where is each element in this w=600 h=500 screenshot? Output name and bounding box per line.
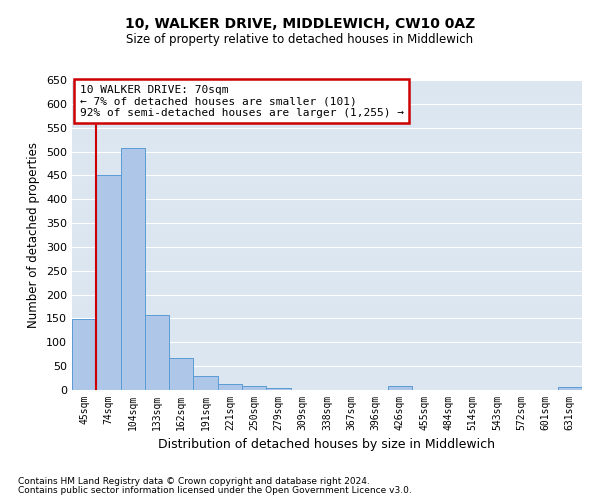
Bar <box>169 358 193 390</box>
Text: Contains public sector information licensed under the Open Government Licence v3: Contains public sector information licen… <box>18 486 412 495</box>
Bar <box>266 388 290 390</box>
Text: 10 WALKER DRIVE: 70sqm
← 7% of detached houses are smaller (101)
92% of semi-det: 10 WALKER DRIVE: 70sqm ← 7% of detached … <box>80 84 404 118</box>
X-axis label: Distribution of detached houses by size in Middlewich: Distribution of detached houses by size … <box>158 438 496 452</box>
Bar <box>121 148 145 390</box>
Bar <box>218 384 242 390</box>
Bar <box>388 386 412 390</box>
Bar <box>96 176 121 390</box>
Bar <box>193 376 218 390</box>
Bar <box>145 314 169 390</box>
Text: Contains HM Land Registry data © Crown copyright and database right 2024.: Contains HM Land Registry data © Crown c… <box>18 477 370 486</box>
Y-axis label: Number of detached properties: Number of detached properties <box>28 142 40 328</box>
Bar <box>242 386 266 390</box>
Text: Size of property relative to detached houses in Middlewich: Size of property relative to detached ho… <box>127 32 473 46</box>
Bar <box>558 387 582 390</box>
Text: 10, WALKER DRIVE, MIDDLEWICH, CW10 0AZ: 10, WALKER DRIVE, MIDDLEWICH, CW10 0AZ <box>125 18 475 32</box>
Bar <box>72 320 96 390</box>
